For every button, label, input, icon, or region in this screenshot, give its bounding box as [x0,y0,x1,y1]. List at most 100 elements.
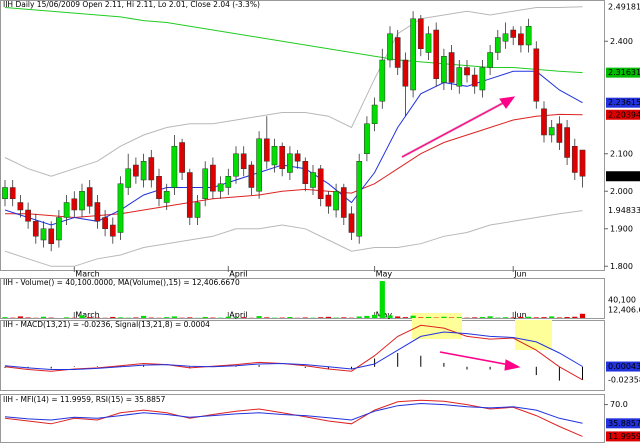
candle-body [140,161,147,181]
annotation-arrows [401,96,521,371]
oscillator-tag: 11.9959 [608,432,640,441]
candle-body [471,74,478,87]
last-value-tag: 2.20394 [608,110,640,119]
candle-body [271,146,278,166]
candle-body [502,33,509,42]
month-label: April [229,311,247,320]
candle-body [63,202,70,218]
candle-body [40,228,47,241]
arrow-line [439,351,511,366]
candle-body [479,67,486,91]
candle-body [9,187,16,199]
volume-bar [487,316,493,318]
month-label: Jun [513,270,527,279]
month-label: March [75,311,99,320]
overlay-line [4,70,583,226]
candle-body [510,29,517,38]
highlight-box [515,320,552,350]
panel-frames [0,0,605,443]
candle-body [210,164,216,192]
volume-bar [17,316,23,318]
volume-bar [25,317,31,318]
candle-body [310,172,316,188]
candle-body [433,29,440,79]
volume-bar [410,315,416,318]
volume-tag: 12,406.67 [608,306,640,315]
candle-body [302,161,309,184]
candle-body [279,146,286,169]
y-tick-label: 2.100 [610,149,633,158]
volume-bar [79,315,85,318]
candle-body [263,138,270,162]
candle-body [371,104,378,124]
candle-body [256,138,262,192]
candle-body [456,67,463,87]
volume-bar [64,317,70,318]
oscillator-header: IIH - MFI(14) = 11.9959, RSI(15) = 35.88… [3,395,166,404]
candle-body [340,187,347,218]
candle-body [579,149,586,177]
volume-bar [233,317,239,318]
volume-bar [341,317,347,318]
candle-body [487,52,493,68]
candle-body [317,168,324,199]
volume-bar [264,317,270,318]
volume-bar [441,316,447,318]
last-value-tag-bg [606,1,640,12]
candle-body [32,221,39,237]
close-tag-bg [606,171,640,182]
volume-bar [387,315,393,318]
candle-body [102,217,108,229]
volume-bar [241,317,247,318]
last-value-tag-bg [606,97,640,108]
volume-bar [141,315,147,318]
candle-body [109,224,116,237]
month-label: Jun [513,311,527,320]
candle-body [287,153,293,173]
candle-body [79,191,85,211]
macd-line [4,324,583,381]
candle-body [248,164,255,188]
candle-body [356,161,363,237]
oscillator-line [4,402,583,424]
candle-body [86,187,93,207]
volume-bar [225,316,231,318]
candle-body [564,127,570,158]
month-label: April [229,270,247,279]
oscillator-frame [0,394,605,443]
candle-body [125,168,132,188]
volume-tag: 40,100 [608,296,636,305]
candle-body [364,123,370,154]
month-label: March [75,270,99,279]
volume-bar [40,316,47,318]
candle-body [163,191,170,203]
candle-body [25,209,31,222]
candle-body [56,217,62,241]
volume-bar [472,317,478,318]
volume-bar [325,316,331,318]
candle-body [525,26,532,46]
candle-body [294,153,301,162]
volume-bar [356,316,362,318]
candle-body [425,33,432,53]
candle-body [464,67,470,76]
arrow-line [401,101,506,158]
arrow-head [499,96,516,109]
price-frame [0,0,605,271]
volume-bar [502,317,509,318]
volume-bar [533,317,539,318]
candle-body [533,48,540,102]
candle-body [148,157,155,181]
candle-body [325,194,332,207]
candle-body [217,183,224,192]
volume-bar [110,316,116,318]
candle-body [548,127,555,136]
last-value-tag-bg [606,67,640,78]
y-tick-label: 70.0 [610,400,628,409]
last-value-tag-bg [606,109,640,120]
candle-body [71,198,78,211]
macd-tag-bg [606,374,640,385]
volume-bar [479,317,485,318]
